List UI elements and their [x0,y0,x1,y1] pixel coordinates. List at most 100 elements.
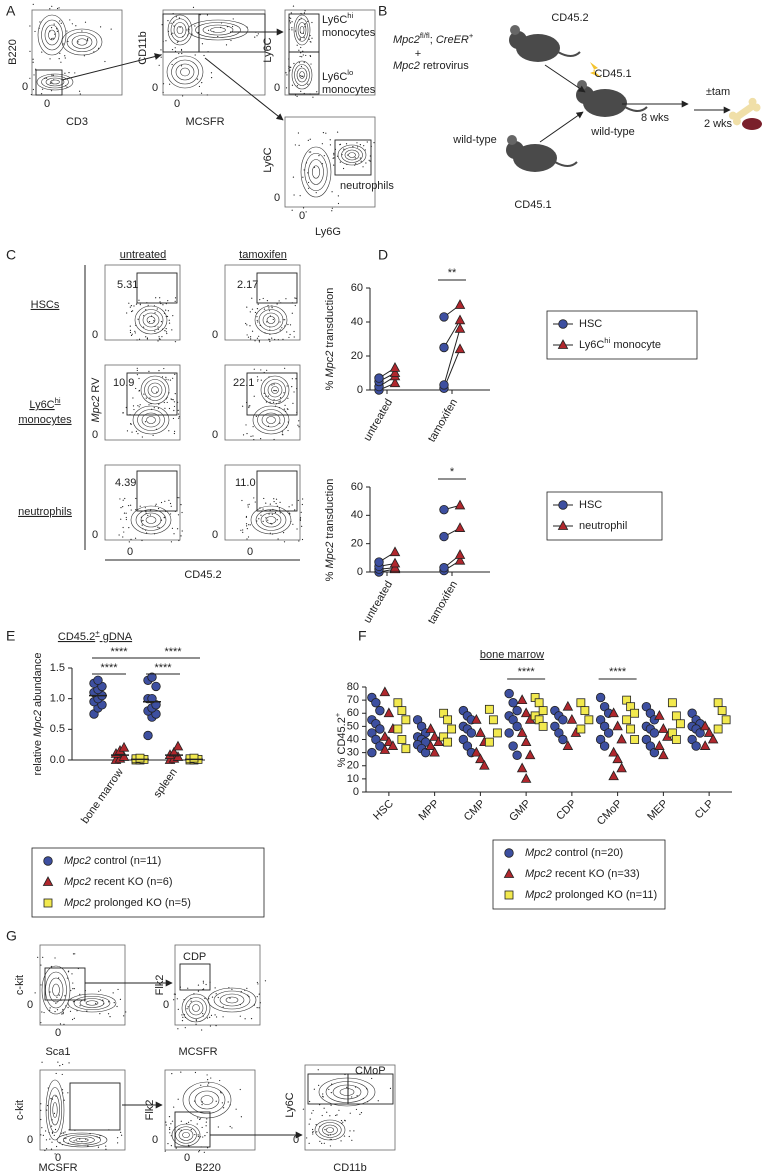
text-segment: Mpc2 [525,847,552,859]
event-dot [298,144,300,146]
event-dot [276,519,278,521]
contour [188,1000,204,1016]
flow-plot-frame [104,264,181,341]
event-dot [58,7,60,9]
event-dot [239,1088,241,1091]
event-dot [271,337,273,339]
event-dot [222,1107,225,1109]
event-dot [256,981,259,984]
event-dot [41,88,44,90]
event-dot [180,49,183,51]
event-dot [289,22,292,24]
mouse-illustrations [506,25,762,172]
data-point [479,759,490,770]
event-dot [33,74,35,76]
contour [344,149,360,161]
event-dot [173,25,175,27]
data-point [516,762,528,773]
event-dot [68,1129,70,1131]
y-tick-label: 70 [347,694,359,706]
event-dot [179,26,181,28]
contour [140,375,170,405]
data-point [484,704,494,714]
data-point [658,749,669,760]
event-dot [149,514,152,516]
contour [171,59,199,85]
event-dot [272,318,274,321]
event-dot [214,987,216,989]
data-point [508,741,518,751]
event-dot [139,404,141,406]
event-dot [279,422,281,424]
event-dot [173,1106,175,1108]
event-dot [163,401,165,404]
event-dot [308,38,310,40]
arrow [539,111,584,143]
event-dot [50,27,53,29]
axis-zero: 0 [44,98,50,110]
event-dot [214,1014,216,1016]
contour [147,382,163,398]
legend-marker [557,339,569,349]
event-dot [300,17,302,19]
pair-line [443,320,461,348]
event-dot [165,331,168,333]
contour [266,416,276,424]
text-segment: Ly6C [29,399,54,411]
data-point [576,724,586,734]
event-dot [107,1013,110,1015]
y-axis-label: Ly6C [284,1092,296,1117]
event-dot [349,1112,351,1114]
event-dot [177,1098,179,1100]
event-dot [246,527,248,530]
event-dot [240,529,242,531]
text-segment: hi [347,11,353,20]
data-point [454,499,466,510]
event-dot [81,30,83,32]
data-point [707,733,719,744]
diagram-label: Mpc2 retrovirus [393,60,469,72]
event-dot [166,401,168,404]
event-dot [57,1061,59,1063]
event-dot [222,1016,224,1018]
event-dot [104,60,106,63]
event-dot [340,1119,343,1122]
event-dot [245,525,248,527]
text-segment: Mpc2 [324,542,336,569]
column-header: tamoxifen [239,249,287,261]
event-dot [61,1089,64,1091]
diagram-label: CD45.1 [594,68,631,80]
event-dot [268,513,270,515]
gate-percentage: 22.1 [233,377,254,389]
event-dot [301,538,304,541]
event-dot [300,65,303,68]
event-dot [53,23,55,25]
event-dot [145,309,147,311]
contour [61,28,103,56]
event-dot [273,389,275,392]
event-dot [50,1097,52,1100]
event-dot [308,151,310,153]
event-dot [157,407,160,409]
event-dot [362,166,364,168]
legend-label: Mpc2 recent KO (n=6) [64,876,173,888]
event-dot [246,306,248,308]
event-dot [46,1109,48,1111]
text-segment: + [95,628,100,637]
data-point [654,710,665,720]
event-dot [279,501,281,504]
data-point [454,554,466,565]
event-dot [242,529,244,531]
event-dot [45,77,48,79]
event-dot [136,367,138,369]
event-dot [181,1014,183,1016]
event-dot [194,1071,197,1074]
data-point [703,727,715,737]
legend-label: HSC [579,318,602,330]
data-point [439,504,449,515]
contour [265,516,277,524]
event-dot [305,211,307,213]
event-dot [207,1082,210,1084]
y-axis-label: % Mpc2 transduction [324,288,336,391]
event-dot [62,1011,64,1014]
